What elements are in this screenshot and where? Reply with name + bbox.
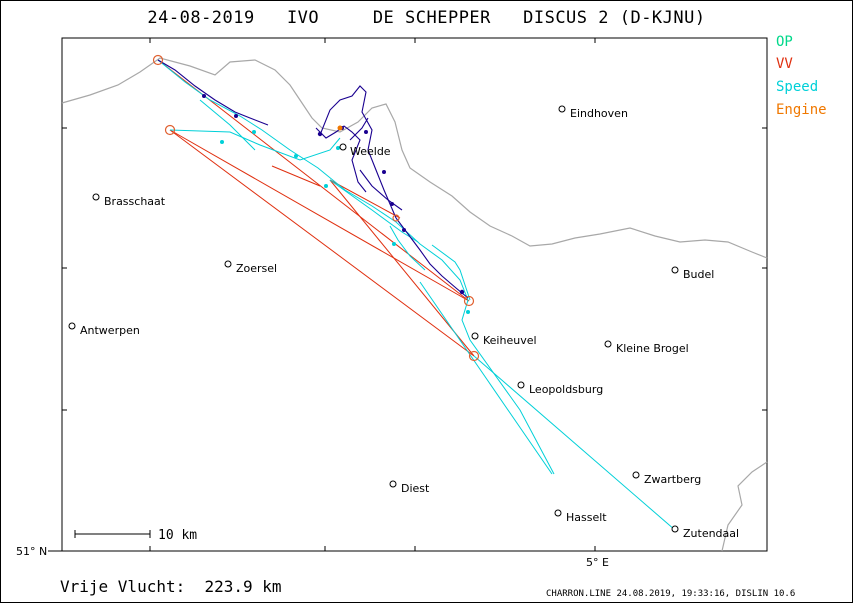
svg-text:Antwerpen: Antwerpen xyxy=(80,324,140,337)
legend-engine: Engine xyxy=(776,102,827,118)
lon-label: 5° E xyxy=(586,556,609,569)
city-antwerpen: Antwerpen xyxy=(68,322,140,337)
country-border-lower xyxy=(721,461,768,552)
svg-text:Zutendaal: Zutendaal xyxy=(683,527,739,540)
svg-text:Budel: Budel xyxy=(683,268,714,281)
city-budel: Budel xyxy=(671,266,714,281)
scale-label: 10 km xyxy=(158,528,197,543)
turnpoint-3 xyxy=(463,295,475,307)
legend-speed: Speed xyxy=(776,79,819,95)
city-zoersel: Zoersel xyxy=(224,260,277,275)
country-border xyxy=(61,57,768,259)
cities: Eindhoven Weelde Brasschaat Zoersel Bude… xyxy=(68,105,739,540)
legend-vv: VV xyxy=(776,56,793,72)
city-diest: Diest xyxy=(389,480,430,495)
footer-info: CHARRON.LINE 24.08.2019, 19:33:16, DISLI… xyxy=(546,589,796,599)
turnpoint-5 xyxy=(392,214,400,222)
flight-title: 24-08-2019 IVO DE SCHEPPER DISCUS 2 (D-K… xyxy=(147,8,706,28)
city-hasselt: Hasselt xyxy=(554,509,607,524)
svg-text:Brasschaat: Brasschaat xyxy=(104,195,166,208)
svg-text:Zwartberg: Zwartberg xyxy=(644,473,701,486)
legend-op: OP xyxy=(776,34,793,50)
engine-marker xyxy=(337,125,343,131)
city-keiheuvel: Keiheuvel xyxy=(471,332,537,347)
turnpoints xyxy=(152,54,480,362)
speed-markers xyxy=(220,130,470,314)
svg-text:Keiheuvel: Keiheuvel xyxy=(483,334,537,347)
svg-text:Leopoldsburg: Leopoldsburg xyxy=(529,383,603,396)
city-weelde: Weelde xyxy=(339,143,391,158)
svg-text:Diest: Diest xyxy=(401,482,430,495)
climb-track xyxy=(157,59,469,299)
task-legs xyxy=(157,59,475,357)
city-eindhoven: Eindhoven xyxy=(558,105,628,120)
turnpoint-2 xyxy=(164,124,176,136)
axis-ticks xyxy=(48,38,767,552)
svg-text:Kleine Brogel: Kleine Brogel xyxy=(616,342,689,355)
svg-text:Eindhoven: Eindhoven xyxy=(570,107,628,120)
city-brasschaat: Brasschaat xyxy=(92,193,166,208)
scale-bar: 10 km xyxy=(74,528,197,543)
climb-markers xyxy=(202,94,465,295)
svg-text:Hasselt: Hasselt xyxy=(566,511,607,524)
city-zwartberg: Zwartberg xyxy=(632,471,701,486)
turnpoint-4 xyxy=(468,350,480,362)
city-zutendaal: Zutendaal xyxy=(671,525,739,540)
svg-text:Zoersel: Zoersel xyxy=(236,262,277,275)
svg-text:Weelde: Weelde xyxy=(350,145,391,158)
speed-track xyxy=(157,59,676,531)
turnpoint-start xyxy=(152,54,164,66)
lat-label: 51° N xyxy=(16,545,47,558)
free-flight-distance: Vrije Vlucht: 223.9 km xyxy=(60,577,282,596)
city-kleine-brogel: Kleine Brogel xyxy=(604,340,689,355)
city-leopoldsburg: Leopoldsburg xyxy=(517,381,603,396)
